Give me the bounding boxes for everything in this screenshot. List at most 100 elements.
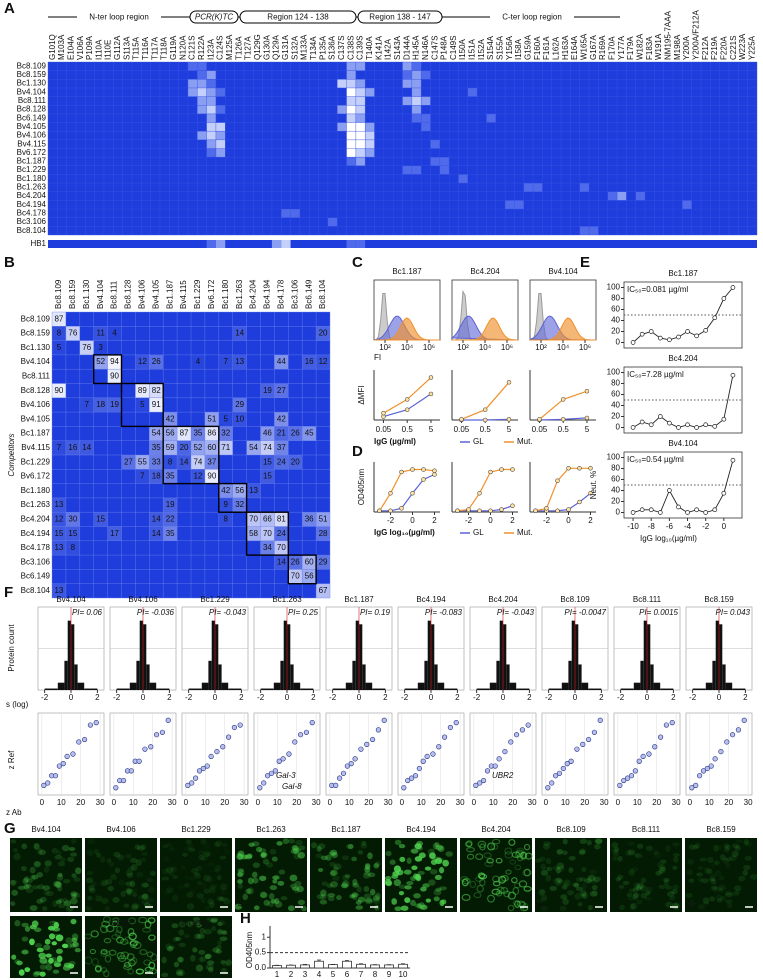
heatmap-cell (346, 139, 356, 149)
cell-value: 70 (277, 543, 286, 552)
histogram-bar (647, 624, 651, 690)
data-point (685, 510, 690, 515)
cell-nucleus (655, 870, 662, 876)
mutation-label: F160A (533, 36, 542, 60)
cell-nucleus (660, 859, 667, 864)
mutation-label: C221S (729, 36, 738, 60)
cell-nucleus (293, 852, 301, 860)
cell-nucleus (318, 867, 324, 872)
cell-value: 4 (112, 329, 117, 338)
cell-value: 76 (82, 343, 91, 352)
matrix-cell (246, 526, 261, 541)
mutation-label: Y225A (747, 35, 756, 60)
cell-nucleus (574, 892, 582, 900)
cell-nucleus (659, 864, 666, 870)
cell-nucleus (148, 886, 155, 893)
cell-nucleus (188, 847, 196, 852)
cell-nucleus (195, 865, 203, 872)
cell-nucleus (516, 900, 526, 907)
cell-nucleus (247, 853, 253, 859)
cell-nucleus (460, 875, 469, 882)
cell-nucleus (429, 852, 436, 860)
cell-value: 24 (277, 529, 286, 538)
histogram-bar (725, 682, 733, 690)
cell-nucleus (67, 856, 75, 863)
scatter-point (214, 748, 220, 755)
row-label: Bc1.229 (21, 457, 51, 466)
data-point (676, 425, 681, 430)
cell-nucleus (99, 924, 109, 934)
mutation-label: I150A (458, 38, 467, 60)
cell-nucleus (552, 866, 560, 871)
cell-nucleus (731, 891, 740, 897)
group-box (162, 425, 220, 485)
cell-nucleus (114, 867, 121, 874)
matrix-cell (163, 440, 178, 455)
cell-nucleus (628, 869, 635, 876)
region-label: C-ter loop region (502, 13, 562, 22)
cell-value: 42 (277, 414, 286, 423)
mutation-label: M198A (673, 34, 682, 60)
row-label: Bv4.115 (17, 139, 46, 148)
cell-nucleus (73, 877, 81, 882)
data-point (630, 340, 636, 345)
cell-nucleus (636, 843, 644, 849)
row-label: Bc6.149 (17, 113, 47, 122)
histogram-bar (260, 688, 274, 690)
cell-nucleus (545, 858, 551, 865)
cell-nucleus (102, 915, 111, 924)
matrix-cell (52, 340, 66, 355)
data-point (459, 417, 464, 422)
axis-title: OD405nm (357, 468, 366, 505)
histogram-bar (476, 688, 490, 690)
scatter-point (484, 768, 491, 774)
cell-nucleus (218, 929, 226, 935)
cell-nucleus (733, 885, 742, 892)
scatter-point (120, 777, 127, 784)
matrix-cell (316, 583, 330, 598)
panel-letter: D (352, 443, 363, 460)
tick-label: 20 (76, 798, 85, 807)
cell-nucleus (627, 841, 636, 846)
reference-cell (271, 240, 282, 248)
cell-nucleus (479, 878, 486, 887)
row-label: Bv4.115 (21, 443, 50, 452)
mutation-label: I152A (477, 38, 486, 60)
row-label: Bv4.104 (21, 357, 51, 366)
region-label: N-ter loop region (89, 13, 149, 22)
histogram-bar (287, 624, 291, 690)
scatter-point (192, 775, 199, 781)
cell-nucleus (578, 850, 586, 856)
matrix-cell (52, 497, 66, 513)
cell-nucleus (658, 884, 666, 889)
matrix-cell (246, 483, 261, 498)
micrograph (9, 838, 82, 912)
scatter-point (552, 773, 559, 779)
tick-label: 30 (744, 798, 753, 807)
panel-title: Bc1.263 (272, 595, 302, 604)
cell-nucleus (433, 896, 440, 902)
cell-nucleus (699, 857, 707, 862)
cell-nucleus (60, 857, 66, 863)
cell-nucleus (733, 851, 739, 857)
scatter-point (519, 727, 526, 733)
matrix-cell (260, 469, 275, 484)
cell-nucleus (327, 895, 335, 902)
panel-title: Bc8.159 (706, 825, 736, 834)
cell-nucleus (247, 877, 254, 885)
cell-nucleus (403, 869, 412, 875)
mutation-label: I158A (514, 38, 523, 60)
tick-label: 2 (743, 693, 748, 702)
tick-label: 20 (220, 798, 229, 807)
cell-nucleus (498, 875, 507, 884)
cell-nucleus (212, 947, 220, 953)
cell-nucleus (632, 893, 638, 901)
legend-label: GL (473, 528, 484, 537)
column-label: Bc8.159 (68, 279, 77, 309)
cell-nucleus (217, 920, 226, 926)
cell-nucleus (539, 889, 547, 894)
tick-label: 0 (357, 693, 362, 702)
cell-nucleus (692, 844, 698, 850)
matrix-cell (204, 412, 219, 427)
